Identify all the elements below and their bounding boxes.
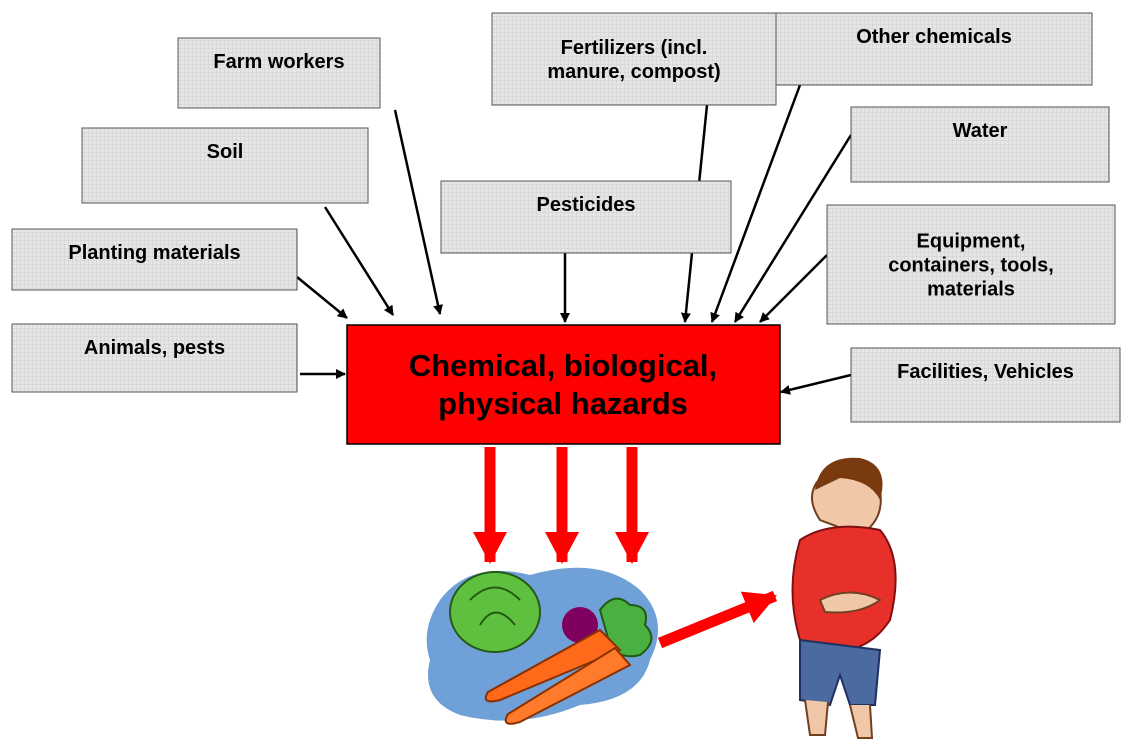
hazard-label: physical hazards (438, 386, 688, 421)
source-label: containers, tools, (888, 255, 1054, 277)
arrow (297, 277, 347, 318)
source-label: Planting materials (68, 242, 240, 264)
source-label: Soil (207, 141, 244, 163)
source-box (441, 181, 731, 253)
source-label: Water (953, 120, 1008, 142)
diagram: Farm workers Fertilizers (incl.manure, co… (0, 0, 1126, 746)
arrow (325, 207, 393, 315)
source-label: Pesticides (537, 194, 636, 216)
source-box (178, 38, 380, 108)
source-box (851, 107, 1109, 182)
arrow (781, 375, 851, 392)
sick-person-clipart (793, 458, 896, 738)
arrow (395, 110, 440, 314)
source-box (776, 13, 1092, 85)
source-label: Other chemicals (856, 26, 1012, 48)
source-box (851, 348, 1120, 422)
red-arrow (660, 596, 775, 643)
vegetables-clipart (427, 568, 658, 724)
source-box (492, 13, 776, 105)
source-label: Fertilizers (incl. (561, 37, 708, 59)
source-label: Facilities, Vehicles (897, 361, 1074, 383)
hazard-label: Chemical, biological, (409, 348, 717, 383)
source-box (82, 128, 368, 203)
source-label: manure, compost) (547, 61, 720, 83)
source-label: materials (927, 279, 1015, 301)
hazard-box (347, 325, 780, 444)
source-label: Equipment, (917, 231, 1026, 253)
source-label: Farm workers (213, 51, 344, 73)
source-label: Animals, pests (84, 337, 225, 359)
